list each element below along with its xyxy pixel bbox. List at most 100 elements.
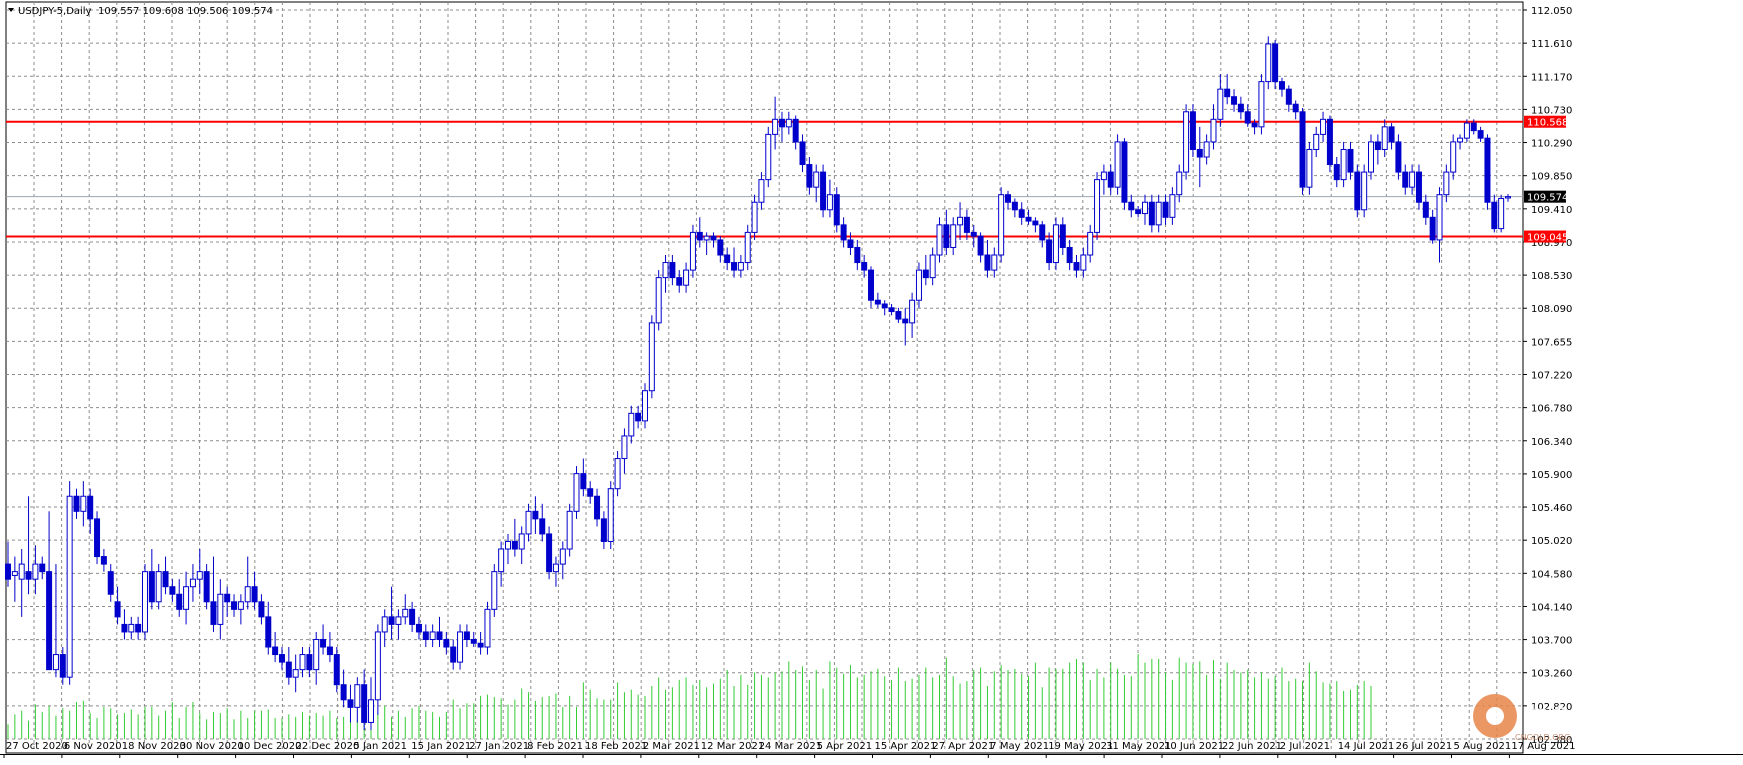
candle-body-bullish xyxy=(826,194,833,211)
candle-body-bearish xyxy=(888,307,895,313)
candle xyxy=(957,202,964,240)
candle xyxy=(1457,134,1464,150)
candle xyxy=(1025,209,1032,225)
candle xyxy=(820,164,827,218)
candle-body-bearish xyxy=(1354,171,1361,211)
candle xyxy=(326,631,333,663)
candle-body-bullish xyxy=(141,571,148,633)
candle-body-bearish xyxy=(422,631,429,640)
candle-body-bullish xyxy=(518,533,525,550)
candle xyxy=(1368,134,1375,180)
candle xyxy=(1498,194,1505,233)
candle xyxy=(546,526,553,580)
candle xyxy=(1224,74,1231,105)
candle-body-bullish xyxy=(559,548,566,565)
time-tick-label: 14 Jul 2021 xyxy=(1338,741,1395,752)
candle xyxy=(1278,77,1285,97)
candle-body-bearish xyxy=(1025,216,1032,222)
candle xyxy=(977,232,984,263)
candle-body-bullish xyxy=(1313,133,1320,150)
level-tag-label: 110.568 xyxy=(1527,118,1568,129)
candle xyxy=(1210,104,1217,150)
candle-body-bearish xyxy=(251,586,258,603)
candle xyxy=(861,255,868,278)
time-tick-label: 7 May 2021 xyxy=(990,741,1049,752)
candle xyxy=(1436,187,1443,263)
candle xyxy=(765,126,772,188)
candle-body-bearish xyxy=(792,118,799,143)
candle xyxy=(429,624,436,648)
candle-body-bearish xyxy=(895,311,902,320)
candle xyxy=(785,111,792,135)
level-tag xyxy=(1524,115,1566,128)
candle-body-bearish xyxy=(977,235,984,256)
candle xyxy=(477,631,484,655)
candle-body-bullish xyxy=(498,548,505,573)
candle-body-bullish xyxy=(758,179,765,203)
candle-body-bearish xyxy=(1272,43,1279,83)
time-tick-label: 5 Jan 2021 xyxy=(353,741,407,752)
candle xyxy=(1141,194,1148,225)
candle-body-bullish xyxy=(648,322,655,392)
candle xyxy=(1470,119,1477,135)
price-tick-label: 106.340 xyxy=(1531,437,1572,448)
candle xyxy=(1018,202,1025,225)
candle-body-bullish xyxy=(566,510,573,550)
candle-body-bullish xyxy=(484,608,491,648)
candle-body-bearish xyxy=(162,571,169,588)
candle xyxy=(299,647,306,678)
candle-body-bearish xyxy=(1244,111,1251,124)
price-tick-label: 106.780 xyxy=(1531,404,1572,415)
candle xyxy=(1231,89,1238,112)
candle xyxy=(840,217,847,248)
candle-body-bullish xyxy=(402,608,409,618)
time-tick-label: 22 Dec 2020 xyxy=(296,741,360,752)
candle-body-bullish xyxy=(1498,197,1505,230)
candle xyxy=(1046,232,1053,271)
candle xyxy=(155,564,162,610)
candle-body-bullish xyxy=(1368,141,1375,173)
candle xyxy=(1251,119,1258,135)
candle xyxy=(1237,96,1244,120)
time-tick-label: 31 May 2021 xyxy=(1106,741,1171,752)
candle-body-bullish xyxy=(381,616,388,633)
candle-body-bearish xyxy=(347,699,354,708)
candle xyxy=(388,586,395,640)
candle-body-bullish xyxy=(785,118,792,128)
candle-body-bullish xyxy=(1080,254,1087,271)
candle xyxy=(703,232,710,256)
price-axis: 112.050 111.610 111.170 110.730 110.290 109.8… xyxy=(1523,6,1572,746)
candle-body-bearish xyxy=(265,616,272,648)
candle xyxy=(724,247,731,271)
price-tick-label: 109.850 xyxy=(1531,172,1572,183)
candle xyxy=(1087,224,1094,263)
candle-body-bearish xyxy=(59,654,66,678)
collapse-triangle-icon[interactable] xyxy=(8,8,14,12)
candle-body-bullish xyxy=(772,118,779,135)
candle xyxy=(689,224,696,278)
candle-body-bullish xyxy=(929,254,936,279)
candle-body-bullish xyxy=(737,262,744,271)
candle xyxy=(169,579,176,602)
candle xyxy=(457,624,464,670)
candle-body-bearish xyxy=(874,299,881,305)
candle xyxy=(525,503,532,542)
candle xyxy=(847,232,854,256)
time-tick-label: 10 Jun 2021 xyxy=(1164,741,1224,752)
candle-body-bearish xyxy=(87,495,94,520)
candle xyxy=(148,549,155,610)
candle xyxy=(648,315,655,399)
candle-body-bearish xyxy=(415,623,422,633)
candle xyxy=(203,564,210,610)
price-tick-label: 105.020 xyxy=(1531,536,1572,547)
candle-body-bearish xyxy=(210,601,217,625)
candle xyxy=(313,631,320,685)
candle-body-bullish xyxy=(354,684,361,708)
candle-body-bearish xyxy=(278,654,285,663)
candle xyxy=(1320,111,1327,142)
candle-body-bearish xyxy=(1292,103,1299,113)
candle xyxy=(306,647,313,678)
candle-body-bearish xyxy=(1121,141,1128,203)
candle xyxy=(1011,198,1018,218)
